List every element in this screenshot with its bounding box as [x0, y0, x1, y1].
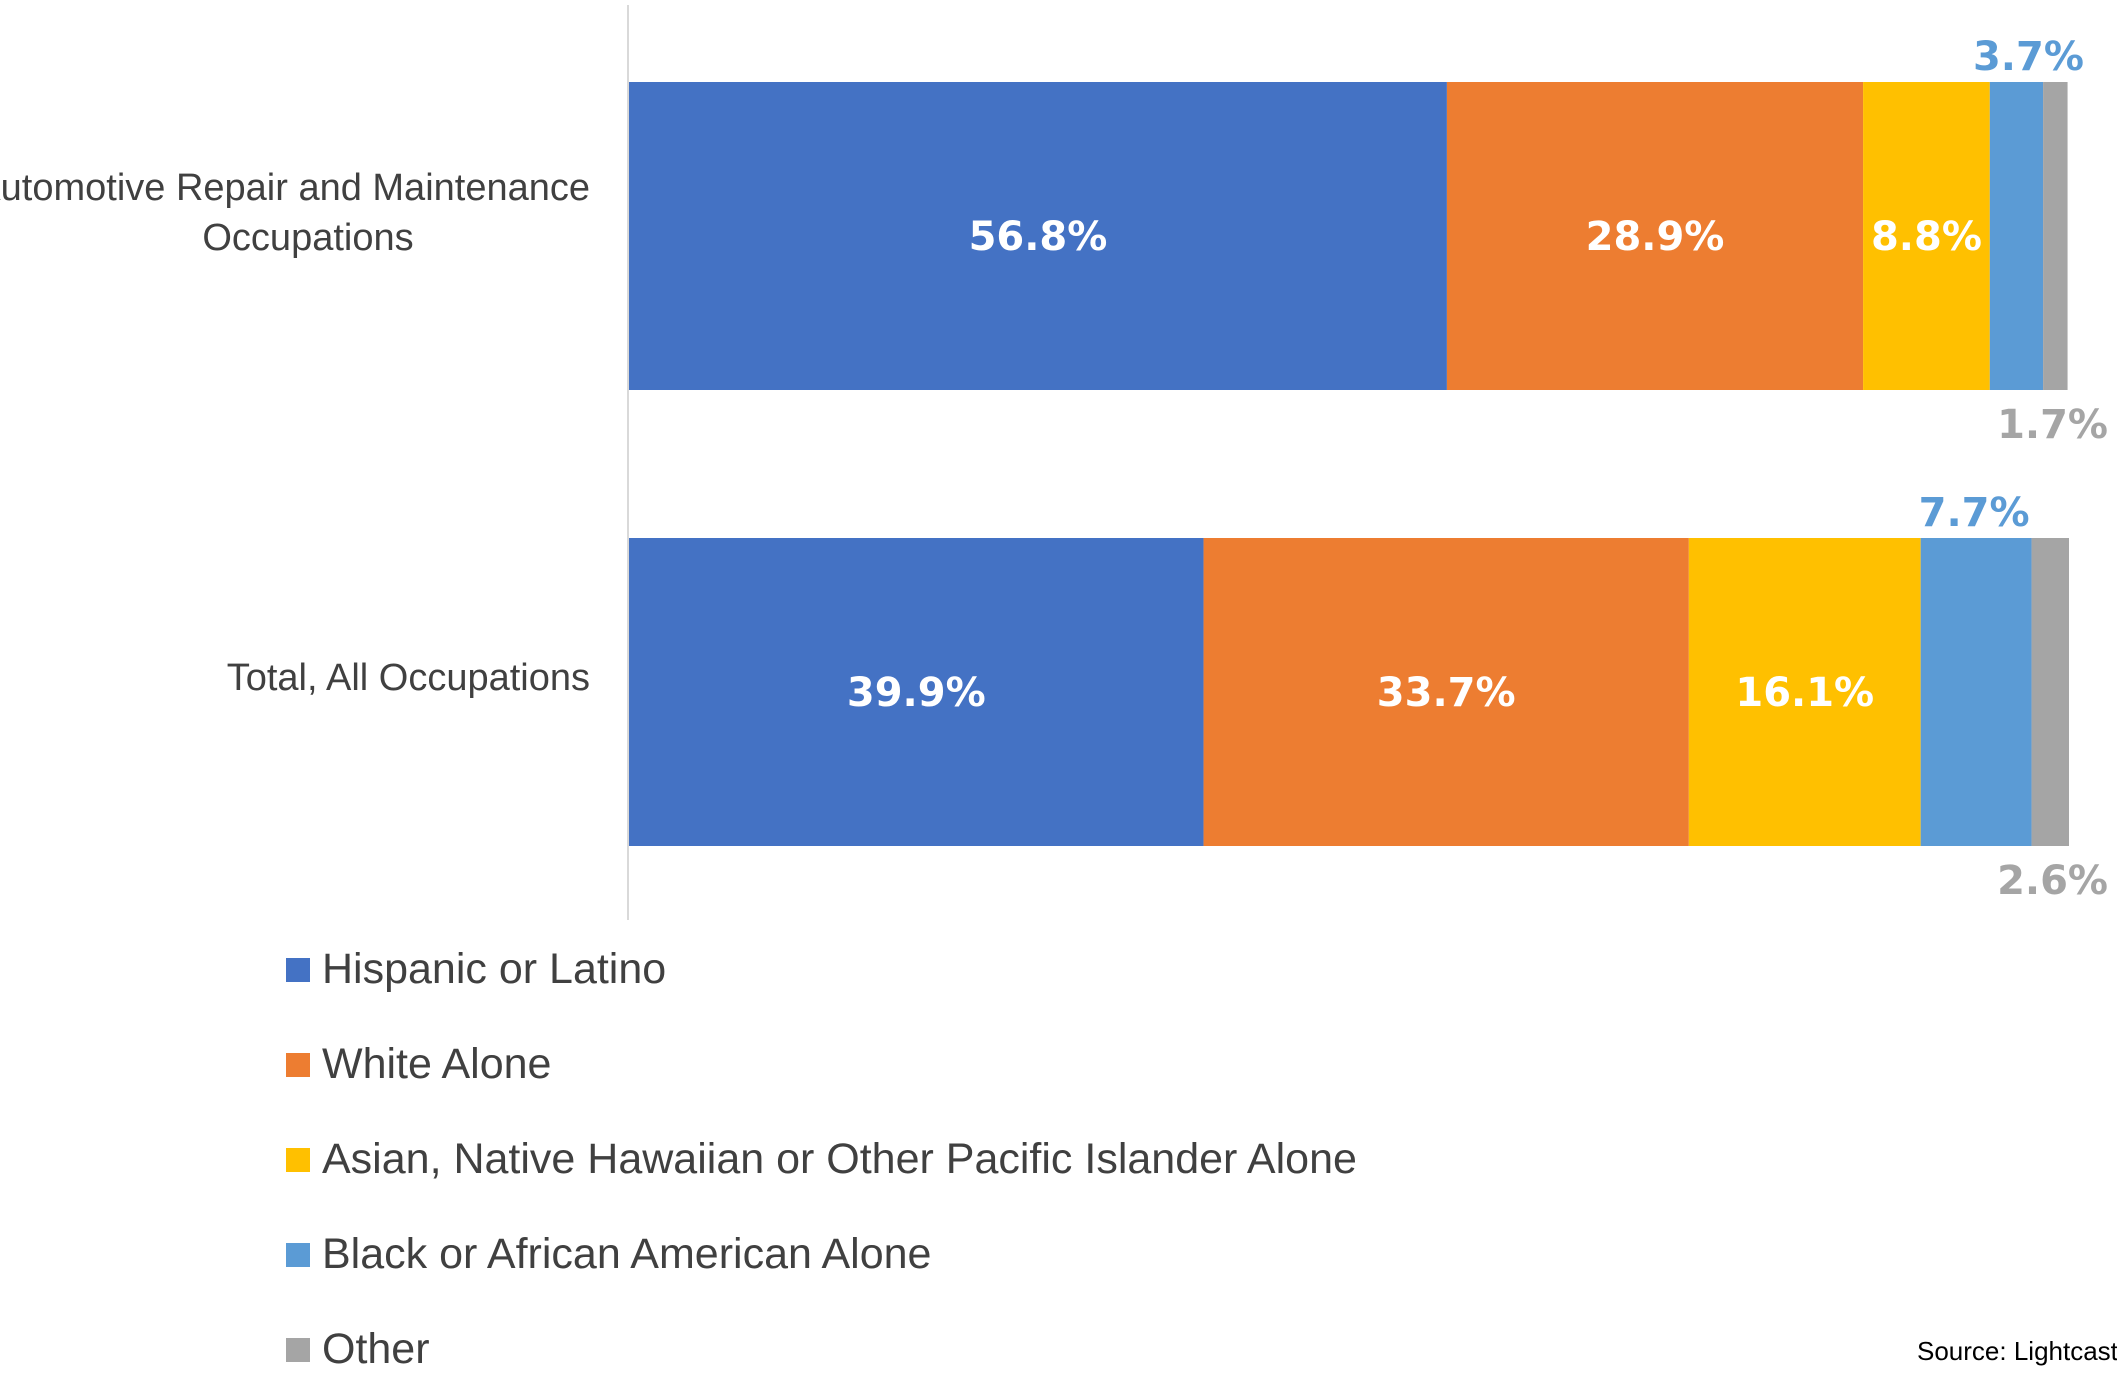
data-label: 56.8% [969, 214, 1108, 260]
data-label: 1.7% [1997, 402, 2108, 448]
legend-item: Black or African American Alone [286, 1207, 1357, 1302]
legend-item: Other [286, 1302, 1357, 1397]
legend-swatch [286, 1242, 310, 1267]
data-label: 33.7% [1377, 670, 1516, 716]
data-label: 28.9% [1586, 214, 1725, 260]
legend-item: White Alone [286, 1017, 1357, 1112]
bar-segment [1920, 538, 2032, 846]
legend-label: Other [322, 1325, 430, 1373]
stacked-bar-chart: Automotive Repair and Maintenance Occupat… [0, 5, 2108, 920]
category-label: Occupations [202, 217, 413, 259]
legend-swatch [286, 1147, 310, 1172]
legend-label: Black or African American Alone [322, 1230, 932, 1278]
data-label: 3.7% [1973, 34, 2084, 80]
bar-segment [2031, 538, 2069, 846]
bar-segment [1863, 82, 1990, 390]
data-label: 16.1% [1735, 670, 1874, 716]
legend: Hispanic or Latino White Alone Asian, Na… [286, 922, 1357, 1397]
bar-segment [2043, 82, 2068, 390]
bar-segment [1688, 538, 1921, 846]
data-label: 2.6% [1997, 858, 2108, 904]
legend-item: Asian, Native Hawaiian or Other Pacific … [286, 1112, 1357, 1207]
category-label: Total, All Occupations [227, 657, 590, 699]
data-label: 39.9% [847, 670, 986, 716]
category-label: Automotive Repair and Maintenance [0, 167, 590, 209]
bar-segment [1203, 538, 1689, 846]
source-note: Source: Lightcast [1917, 1336, 2117, 1366]
bar-segment [629, 538, 1204, 846]
data-labels: 56.8% 28.9% 8.8% 3.7% 1.7% 39.9% 33.7% 16.1% 7.7… [847, 34, 2108, 904]
bar-segment [1446, 82, 1864, 390]
legend-swatch [286, 1337, 310, 1362]
category-labels: Automotive Repair and Maintenance Occupat… [0, 167, 590, 699]
legend-label: Hispanic or Latino [322, 945, 667, 993]
bar-segment [1989, 82, 2044, 390]
legend-item: Hispanic or Latino [286, 922, 1357, 1017]
data-label: 7.7% [1919, 490, 2030, 536]
legend-swatch [286, 957, 310, 982]
data-label: 8.8% [1871, 214, 1982, 260]
bar-segments [629, 82, 2069, 846]
legend-label: Asian, Native Hawaiian or Other Pacific … [322, 1135, 1357, 1183]
bar-segment [629, 82, 1447, 390]
legend-swatch [286, 1052, 310, 1077]
legend-label: White Alone [322, 1040, 552, 1088]
